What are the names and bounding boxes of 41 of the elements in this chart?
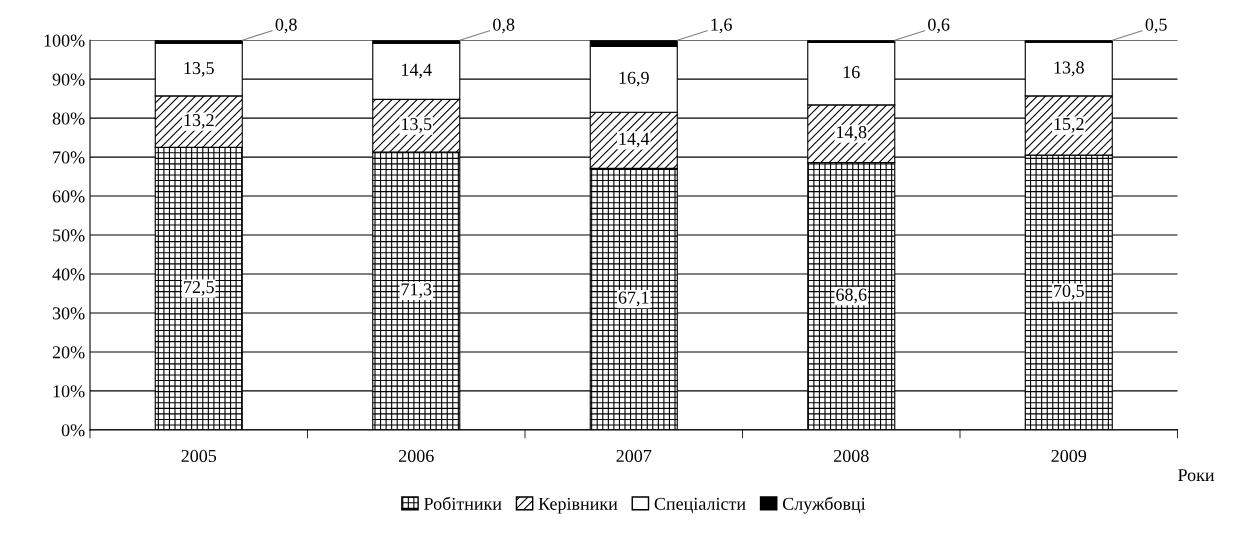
data-label: 0,5 (1145, 18, 1167, 34)
data-label: 14,4 (619, 132, 650, 148)
y-tick-label: 100% (44, 34, 85, 47)
y-tick-label: 60% (52, 190, 85, 203)
y-tick-label: 50% (53, 229, 85, 242)
y-tick-label: 90% (52, 73, 85, 86)
x-tick-label: 2006 (399, 449, 434, 463)
data-label: 14,8 (837, 126, 867, 141)
y-tick-label: 0% (61, 424, 85, 437)
data-label: 1,6 (711, 18, 732, 34)
x-tick-label: 2007 (616, 449, 652, 463)
data-label: 16,9 (619, 71, 649, 87)
legend-label: Спеціалісти (654, 497, 746, 514)
x-axis-title: Роки (1178, 469, 1215, 482)
data-label: 67,1 (618, 291, 649, 307)
data-label: 0,8 (493, 18, 515, 34)
data-label: 16 (843, 66, 860, 79)
y-tick-label: 10% (53, 385, 85, 398)
data-label: 70,5 (1054, 284, 1084, 300)
data-label: 0,8 (275, 18, 297, 34)
y-tick-label: 80% (52, 112, 85, 125)
legend-label: Службовці (782, 496, 866, 514)
data-label: 15,2 (1054, 117, 1084, 133)
data-label: 68,6 (836, 288, 867, 304)
y-tick-label: 70% (53, 151, 85, 164)
y-tick-label: 30% (52, 307, 85, 320)
y-tick-label: 20% (52, 346, 85, 359)
x-tick-label: 2009 (1051, 449, 1087, 463)
x-tick-label: 2005 (181, 449, 217, 463)
data-label: 14,4 (402, 63, 432, 79)
data-label: 13,2 (184, 114, 214, 129)
data-label: 0,6 (928, 18, 950, 34)
data-label: 13,5 (184, 62, 214, 77)
legend-label: Робітники (424, 496, 502, 510)
data-label: 13,8 (1054, 61, 1084, 77)
legend-label: Керівники (538, 497, 618, 514)
y-tick-label: 40% (52, 268, 85, 281)
data-label: 13,5 (402, 118, 432, 133)
data-label: 72,5 (184, 281, 214, 296)
data-label: 71,3 (401, 283, 432, 299)
x-tick-label: 2008 (834, 449, 869, 463)
